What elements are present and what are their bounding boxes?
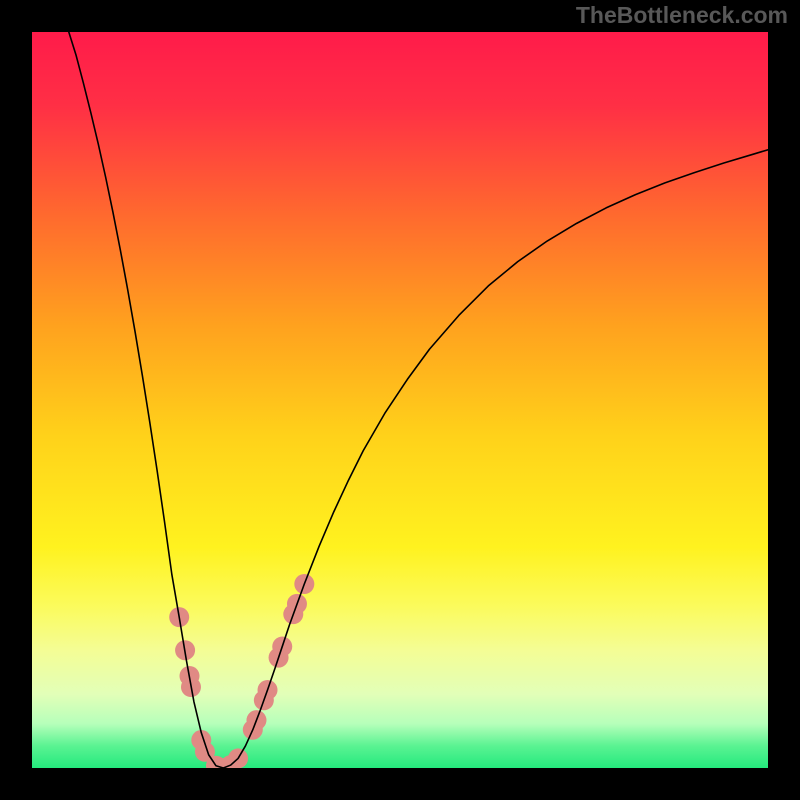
- markers-group: [169, 574, 314, 768]
- canvas-root: TheBottleneck.com: [0, 0, 800, 800]
- frame-left: [0, 0, 32, 800]
- curve-path: [69, 32, 768, 768]
- watermark-text: TheBottleneck.com: [576, 2, 788, 29]
- frame-bottom: [0, 768, 800, 800]
- plot-area: [32, 32, 768, 768]
- plot-svg: [32, 32, 768, 768]
- frame-right: [768, 0, 800, 800]
